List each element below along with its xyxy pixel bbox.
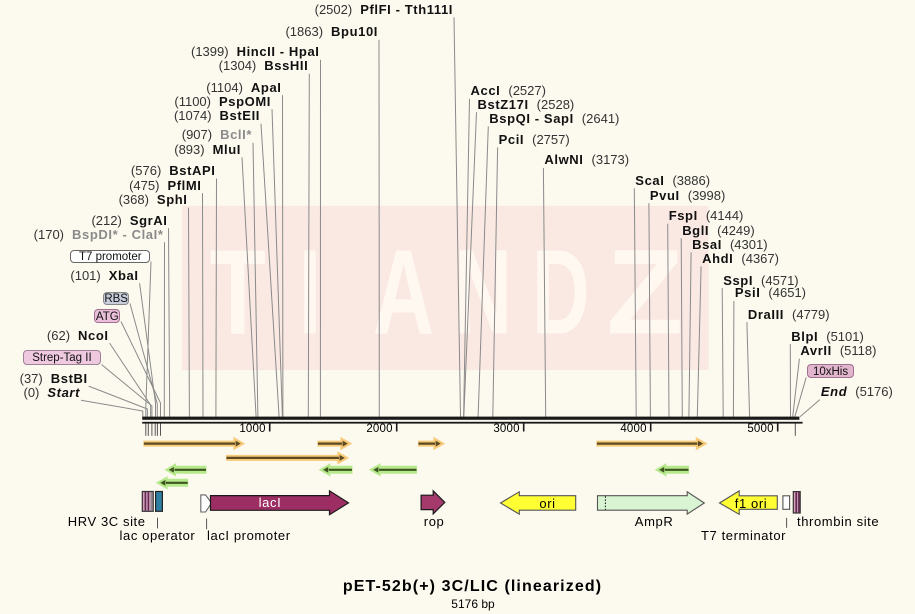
svg-text:I: I (299, 224, 321, 359)
svg-text:T: T (210, 224, 266, 359)
svg-text:D: D (532, 224, 590, 360)
svg-text:Z: Z (607, 225, 684, 360)
svg-text:A: A (373, 225, 434, 361)
